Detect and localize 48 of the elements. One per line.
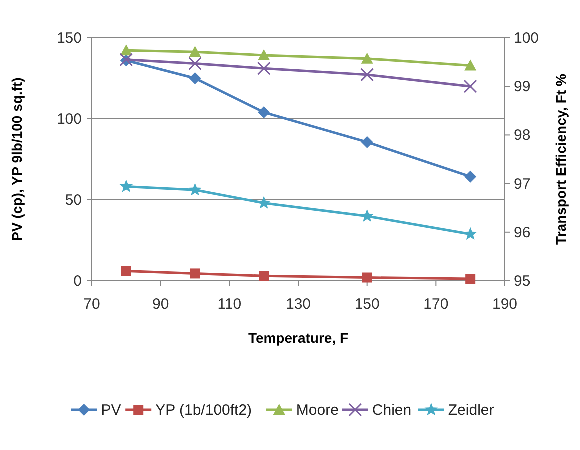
y2-tick-label: 97 — [514, 176, 531, 193]
x-tick-label: 190 — [492, 296, 518, 313]
point — [362, 272, 372, 283]
x-tick-label: 150 — [354, 296, 380, 313]
y-tick-label: 50 — [65, 192, 82, 209]
y2-tick-label: 99 — [514, 78, 531, 96]
y2-tick-label: 95 — [514, 273, 531, 290]
point — [189, 46, 202, 58]
point — [361, 52, 374, 64]
point — [360, 209, 374, 222]
legend-label: YP (1b/100ft2) — [156, 402, 252, 419]
y-tick-label: 100 — [56, 111, 82, 128]
x-tick-label: 90 — [152, 296, 170, 313]
legend-label: PV — [101, 402, 122, 419]
point — [257, 62, 271, 76]
x-tick-label: 70 — [84, 296, 100, 313]
point — [361, 136, 374, 148]
y2-axis-title: Transport Efficiency, Ft % — [553, 74, 569, 245]
point — [258, 106, 270, 119]
y-tick-label: 150 — [56, 30, 82, 47]
point — [466, 274, 476, 284]
x-axis-title: Temperature, F — [248, 330, 349, 346]
point — [188, 183, 202, 196]
y-tick-label: 0 — [74, 273, 82, 290]
point — [120, 180, 134, 192]
point — [190, 268, 200, 279]
point — [464, 227, 478, 240]
y2-tick-label: 100 — [514, 30, 540, 47]
point — [189, 72, 202, 84]
x-tick-label: 110 — [218, 296, 242, 313]
point — [259, 271, 270, 282]
point — [360, 68, 374, 82]
legend-label: Chien — [372, 402, 412, 419]
point — [464, 80, 478, 94]
point — [120, 44, 132, 56]
point — [257, 196, 271, 209]
point — [258, 49, 270, 60]
legend-label: Zeidler — [448, 402, 494, 419]
y2-tick-label: 96 — [514, 224, 531, 242]
y-axis-title: PV (cp), YP 9lb/100 sq.ft) — [9, 78, 25, 242]
x-tick-label: 170 — [424, 296, 449, 313]
y2-tick-label: 98 — [514, 127, 531, 144]
x-tick-label: 130 — [286, 296, 312, 313]
point — [464, 60, 477, 71]
point — [121, 266, 132, 276]
point — [188, 57, 202, 71]
legend-label: Moore — [296, 402, 339, 419]
point — [464, 170, 477, 183]
